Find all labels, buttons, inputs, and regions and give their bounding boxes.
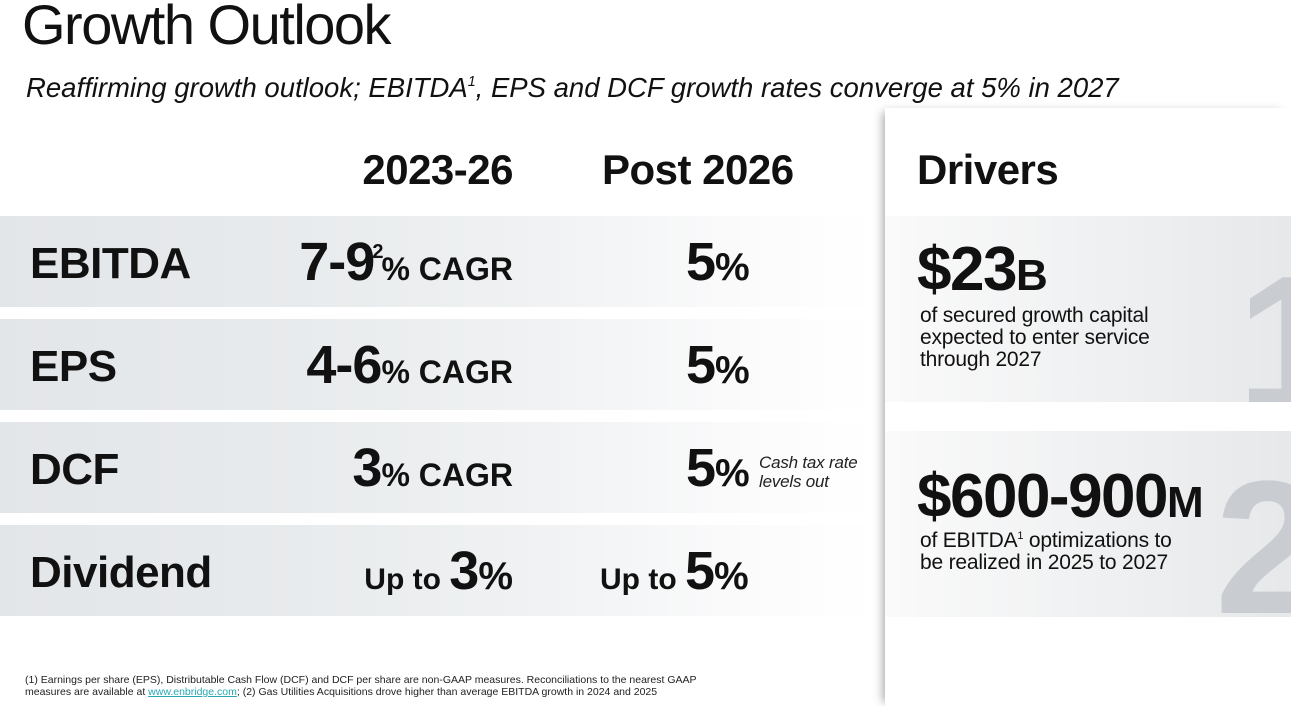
dcf-post-number: 5 <box>686 437 716 498</box>
footnote: (1) Earnings per share (EPS), Distributa… <box>25 674 785 698</box>
ebitda-post-number: 5 <box>686 231 716 292</box>
table-row-dcf: DCF 3% CAGR 5% Cash tax rate levels out <box>0 422 880 513</box>
driver-card-1-amount-unit: B <box>1015 251 1048 300</box>
ebitda-footnote-ref: 2 <box>372 240 384 263</box>
row-label-ebitda: EBITDA <box>30 238 191 288</box>
ebitda-post-value: 5% <box>686 231 750 293</box>
drivers-heading: Drivers <box>917 146 1059 193</box>
footnote-line2: measures are available at www.enbridge.c… <box>25 686 785 698</box>
table-row-ebitda: EBITDA 7-92% CAGR 5% <box>0 216 880 307</box>
eps-range: 4-6 <box>306 334 382 395</box>
driver-card-2-desc-line1: of EBITDA1 optimizations to <box>920 530 1172 552</box>
eps-post-unit: % <box>715 348 750 392</box>
footnote-line1: (1) Earnings per share (EPS), Distributa… <box>25 674 697 686</box>
dividend-value: Up to 3% <box>364 540 513 602</box>
driver-card-2-desc-end: optimizations to <box>1023 529 1172 552</box>
eps-cagr-value: 4-6% CAGR <box>306 334 513 396</box>
dividend-post-number: 5 <box>684 540 715 601</box>
driver-card-1-desc-line1: of secured growth capital <box>920 304 1149 327</box>
dcf-note-line2: levels out <box>759 471 829 491</box>
enbridge-link[interactable]: www.enbridge.com <box>148 686 237 698</box>
footnote-line2-end: ; (2) Gas Utilities Acquisitions drove h… <box>236 686 658 698</box>
dcf-post-unit: % <box>715 451 750 495</box>
driver-card-2-amount: $600-900M <box>917 461 1204 532</box>
dcf-cagr-suffix: % CAGR <box>381 456 513 493</box>
driver-card-1-desc-line3: through 2027 <box>920 348 1042 371</box>
dividend-number: 3 <box>449 540 479 601</box>
eps-cagr-suffix: % CAGR <box>381 353 513 390</box>
row-label-dividend: Dividend <box>30 547 212 597</box>
eps-post-number: 5 <box>686 334 716 395</box>
row-label-eps: EPS <box>30 341 117 391</box>
dcf-note: Cash tax rate levels out <box>759 452 858 490</box>
dividend-post-prefix: Up to <box>600 562 685 596</box>
table-row-eps: EPS 4-6% CAGR 5% <box>0 319 880 410</box>
page-title: Growth Outlook <box>22 0 392 56</box>
driver-card-1-description: of secured growth capital expected to en… <box>920 305 1150 371</box>
subtitle-text-start: Reaffirming growth outlook; EBITDA <box>26 72 468 103</box>
driver-card-2-amount-unit: M <box>1167 478 1204 527</box>
dcf-post-value: 5% <box>686 437 750 499</box>
driver-card-2: 2 $600-900M of EBITDA1 optimizations to … <box>885 431 1291 617</box>
dividend-post-unit: % <box>714 554 749 598</box>
subtitle-footnote-ref: 1 <box>467 74 476 91</box>
eps-post-value: 5% <box>686 334 750 396</box>
driver-card-number-2: 2 <box>1215 442 1291 617</box>
subtitle: Reaffirming growth outlook; EBITDA1, EPS… <box>26 72 1119 104</box>
footnote-line2-start: measures are available at <box>25 686 149 698</box>
ebitda-cagr-suffix: % CAGR <box>381 250 513 287</box>
dividend-post-value: Up to 5% <box>600 540 749 602</box>
ebitda-post-unit: % <box>715 245 750 289</box>
dcf-note-line1: Cash tax rate <box>759 452 858 472</box>
driver-card-1-amount-number: $23 <box>917 235 1017 304</box>
row-label-dcf: DCF <box>30 444 119 494</box>
driver-card-2-footnote-ref: 1 <box>1017 529 1024 542</box>
subtitle-text-end: , EPS and DCF growth rates converge at 5… <box>475 72 1119 103</box>
table-row-dividend: Dividend Up to 3% Up to 5% <box>0 525 880 616</box>
driver-card-2-description: of EBITDA1 optimizations to be realized … <box>920 530 1172 574</box>
ebitda-range: 7-9 <box>299 231 375 292</box>
driver-card-2-desc-start: of EBITDA <box>920 529 1018 552</box>
driver-card-2-desc-line2: be realized in 2025 to 2027 <box>920 551 1168 574</box>
dcf-cagr-value: 3% CAGR <box>352 437 513 499</box>
column-header-2023-26: 2023-26 <box>362 146 513 193</box>
driver-card-1: 1 $23B of secured growth capital expecte… <box>885 216 1291 402</box>
dcf-range: 3 <box>352 437 382 498</box>
column-header-post-2026: Post 2026 <box>602 146 794 193</box>
dividend-unit: % <box>478 554 513 598</box>
driver-card-1-amount: $23B <box>917 234 1048 305</box>
dividend-prefix: Up to <box>364 562 450 596</box>
driver-card-1-desc-line2: expected to enter service <box>920 326 1150 349</box>
driver-card-number-1: 1 <box>1237 237 1291 402</box>
ebitda-cagr-value: 7-92% CAGR <box>299 231 513 293</box>
driver-card-2-amount-number: $600-900 <box>917 462 1169 531</box>
